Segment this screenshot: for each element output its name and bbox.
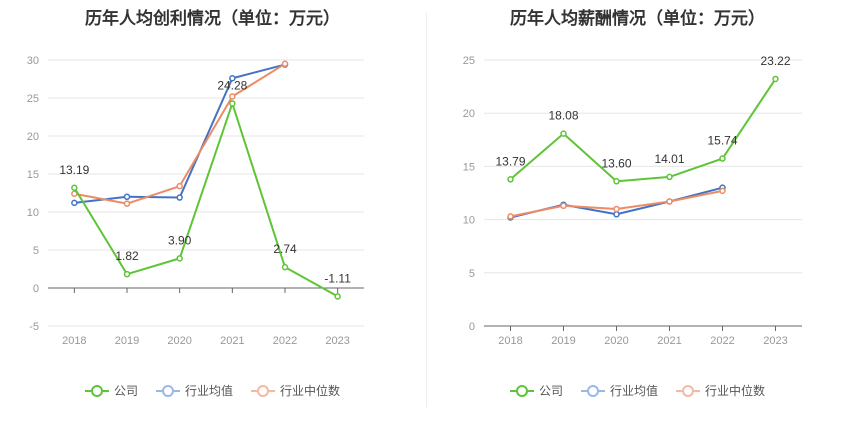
data-label: 23.22 <box>760 54 790 68</box>
data-point <box>507 176 514 183</box>
x-tick-label: 2020 <box>167 335 191 347</box>
series-line <box>74 62 286 205</box>
y-tick-label: -5 <box>29 321 39 333</box>
data-point <box>613 178 620 185</box>
legend-company-label: 公司 <box>538 384 563 398</box>
legend-item-industry-median[interactable]: 行业中位数 <box>676 382 765 399</box>
x-tick-label: 2021 <box>220 335 244 347</box>
data-point <box>560 202 567 210</box>
data-label: 3.90 <box>168 233 192 247</box>
x-tick-label: 2022 <box>273 335 297 347</box>
series-line <box>74 63 286 204</box>
data-point <box>666 198 673 205</box>
y-tick-label: 0 <box>469 321 475 333</box>
legend-company-icon <box>84 384 109 398</box>
salary-chart-legend: 公司 行业均值 行业中位数 <box>425 382 850 399</box>
y-tick-label: 25 <box>27 93 39 105</box>
data-point <box>560 130 567 137</box>
legend-item-industry-avg[interactable]: 行业均值 <box>155 382 233 399</box>
profit-chart-title: 历年人均创利情况（单位：万元） <box>85 9 340 29</box>
data-point <box>719 155 726 162</box>
legend-item-industry-median[interactable]: 行业中位数 <box>251 382 340 399</box>
data-point <box>176 194 183 201</box>
y-tick-label: 25 <box>463 55 475 67</box>
legend-item-company[interactable]: 公司 <box>84 382 138 399</box>
y-tick-label: 20 <box>463 108 475 120</box>
y-tick-label: 5 <box>469 268 475 280</box>
y-tick-label: 15 <box>463 161 475 173</box>
y-tick-label: 20 <box>27 131 39 143</box>
legend-industry-median-label: 行业中位数 <box>280 384 341 398</box>
legend-industry-median-icon <box>251 384 275 398</box>
legend-industry-avg-icon <box>155 384 180 398</box>
profit-chart-panel: 历年人均创利情况（单位：万元） 30 25 20 15 10 5 0 -5 2018 2019 20… <box>0 9 425 399</box>
data-point <box>613 211 620 218</box>
data-point <box>229 93 236 100</box>
x-tick-label: 2021 <box>657 335 681 347</box>
data-point <box>666 173 673 181</box>
y-tick-label: 10 <box>27 207 39 219</box>
y-tick-label: 5 <box>33 245 39 257</box>
data-point <box>176 182 183 190</box>
y-tick-label: 0 <box>33 283 39 295</box>
data-point <box>229 100 236 107</box>
x-tick-label: 2023 <box>763 335 787 347</box>
data-label: 14.01 <box>654 152 684 166</box>
y-tick-label: 30 <box>27 55 39 67</box>
x-tick-label: 2018 <box>62 335 86 347</box>
legend-item-company[interactable]: 公司 <box>509 382 563 399</box>
data-point <box>281 263 289 271</box>
x-tick-label: 2022 <box>710 335 734 347</box>
data-label: 2.74 <box>273 242 297 256</box>
legend-industry-avg-icon <box>580 384 605 398</box>
legend-industry-median-label: 行业中位数 <box>705 384 766 398</box>
data-label: 24.28 <box>217 78 247 92</box>
data-point <box>176 255 183 262</box>
x-tick-label: 2023 <box>325 335 349 347</box>
legend-industry-avg-label: 行业均值 <box>184 384 233 398</box>
data-label: 13.60 <box>601 156 631 170</box>
salary-chart-panel: 历年人均薪酬情况（单位：万元） 25 20 15 10 5 0 2018 2019 2020 20… <box>425 0 850 437</box>
data-label: 18.08 <box>548 109 578 123</box>
data-label: 13.79 <box>495 154 525 168</box>
panel-divider <box>426 12 427 407</box>
data-point <box>71 199 78 207</box>
data-point <box>613 205 620 213</box>
series-line <box>509 78 777 183</box>
data-label: -1.11 <box>324 271 351 285</box>
y-tick-label: 15 <box>27 169 39 181</box>
data-point <box>507 213 514 220</box>
x-tick-label: 2018 <box>498 335 522 347</box>
data-point <box>71 184 78 192</box>
data-point <box>123 200 131 207</box>
data-point <box>229 74 236 82</box>
salary-chart-plot: 25 20 15 10 5 0 2018 2019 2020 2021 2022 2023 13.79 1… <box>463 54 802 347</box>
legend-company-icon <box>509 384 534 398</box>
legend-company-label: 公司 <box>113 384 138 398</box>
x-tick-label: 2019 <box>551 335 575 347</box>
data-point <box>281 60 289 68</box>
x-tick-label: 2020 <box>604 335 628 347</box>
profit-chart-legend: 公司 行业均值 行业中位数 <box>0 382 425 399</box>
data-point <box>334 293 341 300</box>
data-label: 1.82 <box>115 249 139 263</box>
profit-chart-plot: 30 25 20 15 10 5 0 -5 2018 2019 2020 2021 2022 2023 13… <box>27 55 364 347</box>
series-line <box>73 102 339 298</box>
x-tick-label: 2019 <box>115 335 139 347</box>
data-point <box>123 193 131 201</box>
data-point <box>772 75 779 83</box>
data-point <box>719 187 726 195</box>
legend-industry-median-icon <box>676 384 700 398</box>
data-point <box>123 270 131 278</box>
data-label: 15.74 <box>707 134 737 148</box>
data-label: 13.19 <box>59 163 89 177</box>
salary-chart-title: 历年人均薪酬情况（单位：万元） <box>510 9 765 29</box>
legend-item-industry-avg[interactable]: 行业均值 <box>580 382 658 399</box>
y-tick-label: 10 <box>463 215 475 227</box>
legend-industry-avg-label: 行业均值 <box>609 384 658 398</box>
